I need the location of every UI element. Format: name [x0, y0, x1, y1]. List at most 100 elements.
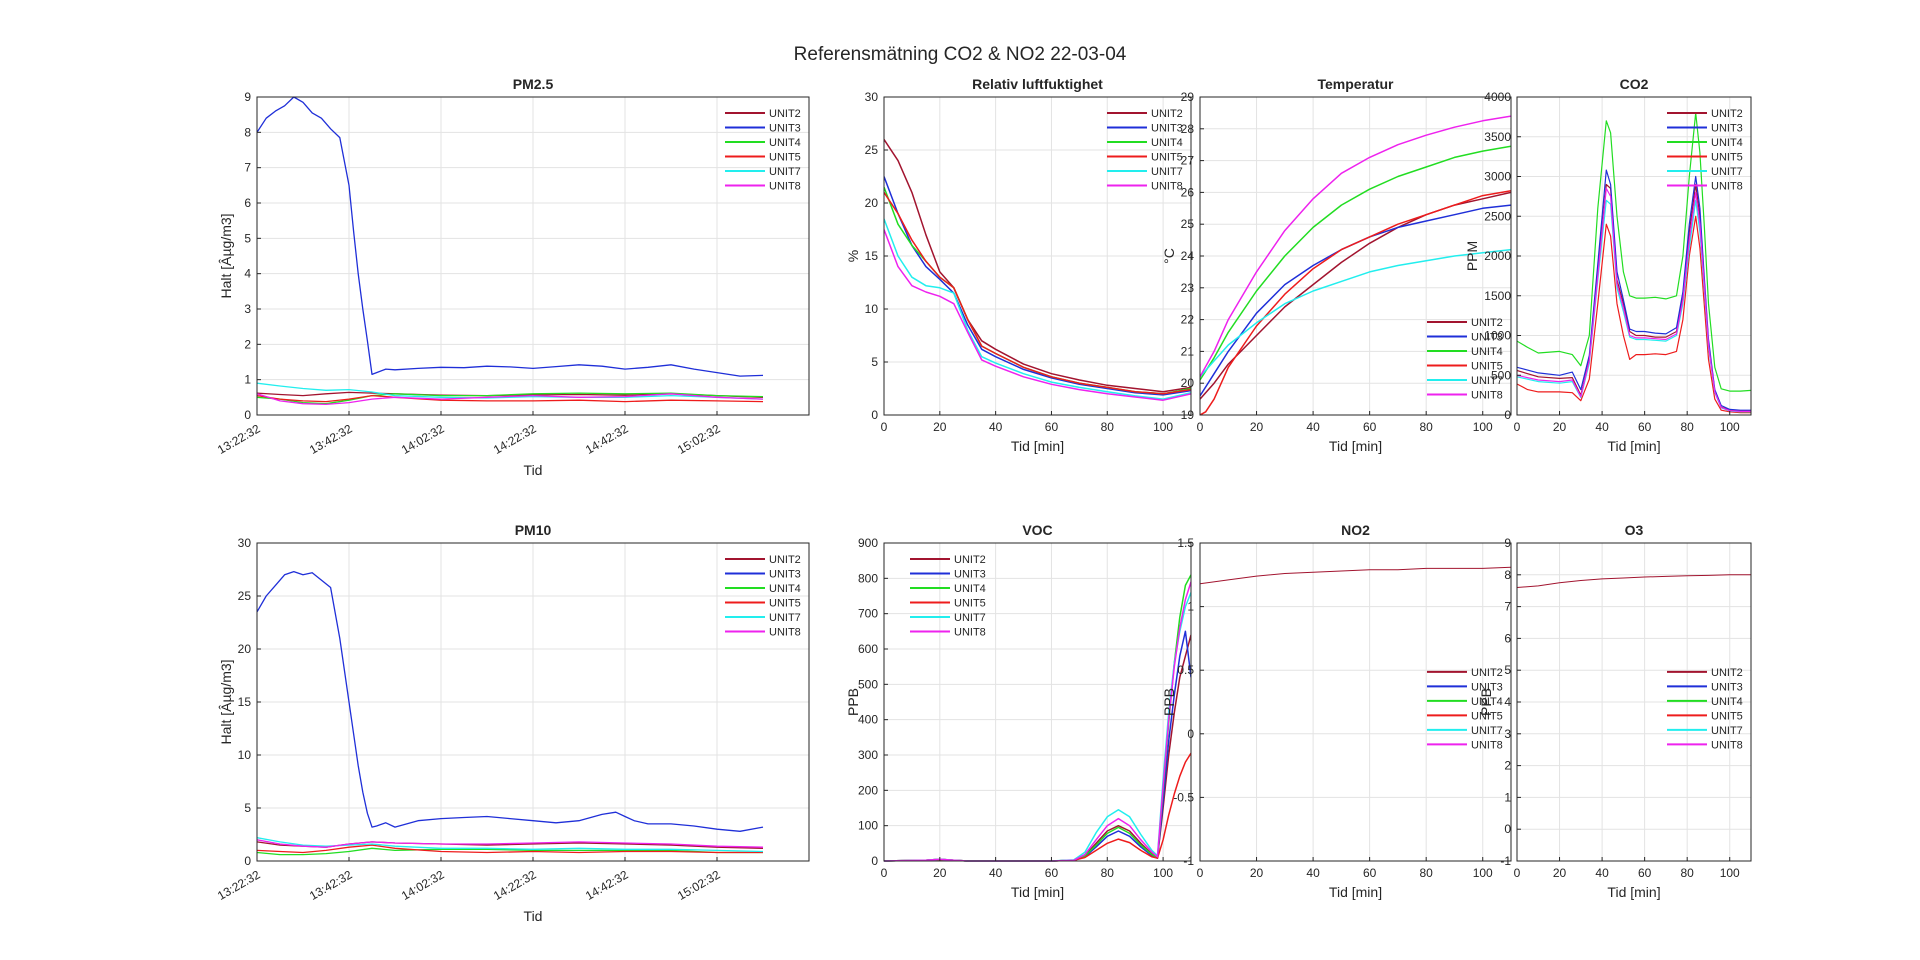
y-tick-label: 9 [244, 90, 251, 104]
legend-label-unit8: UNIT8 [769, 627, 801, 639]
y-tick-label: -1 [1183, 854, 1194, 868]
x-tick-label: 80 [1101, 866, 1115, 880]
series-line-unit3 [257, 570, 764, 832]
legend: UNIT2 UNIT3 UNIT4 UNIT5 UNIT7 UNIT8 [910, 554, 986, 639]
y-tick-label: 2 [1504, 759, 1511, 773]
y-tick-label: 4000 [1484, 90, 1511, 104]
legend-label-unit7: UNIT7 [1151, 166, 1183, 178]
series-group [1200, 115, 1511, 416]
x-tick-label: 40 [1595, 420, 1609, 434]
y-tick-label: 4 [244, 267, 251, 281]
y-tick-label: 22 [1181, 313, 1195, 327]
y-tick-label: 800 [858, 571, 878, 585]
y-tick-label: 0 [871, 408, 878, 422]
axes-title: Temperatur [1318, 76, 1395, 92]
series-line-unit4 [257, 392, 764, 405]
legend-label-unit8: UNIT8 [1471, 390, 1503, 402]
axes-frame [1199, 542, 1512, 862]
x-tick-label: 20 [1250, 866, 1264, 880]
legend-label-unit4: UNIT4 [1711, 696, 1743, 708]
y-axis-label: Halt [Âµg/m3] [218, 213, 234, 298]
legend-label-unit8: UNIT8 [1711, 181, 1743, 193]
y-tick-label: 30 [238, 536, 252, 550]
x-tick-label: 0 [881, 866, 888, 880]
y-axis-label: PPB [1161, 688, 1177, 716]
legend-label-unit3: UNIT3 [1151, 123, 1183, 135]
x-tick-label: 14:02:32 [399, 867, 447, 903]
series-line-unit7 [257, 837, 764, 853]
x-tick-label: 14:02:32 [399, 421, 447, 457]
y-tick-label: 0.5 [1177, 663, 1194, 677]
legend-label-unit2: UNIT2 [1471, 667, 1503, 679]
y-tick-label: 400 [858, 713, 878, 727]
x-tick-label: 40 [989, 866, 1003, 880]
x-tick-label: 0 [1514, 420, 1521, 434]
y-tick-label: 0 [871, 854, 878, 868]
legend-label-unit8: UNIT8 [1711, 739, 1743, 751]
legend-label-unit2: UNIT2 [954, 554, 986, 566]
y-tick-label: 1 [1187, 600, 1194, 614]
legend-label-unit7: UNIT7 [769, 612, 801, 624]
series-line-unit7 [884, 218, 1191, 400]
y-tick-label: 23 [1181, 281, 1195, 295]
axes-rh: 0 20 40 60 80 100 0 5 10 15 20 25 30 Relativ luftfukt… [845, 76, 1192, 454]
y-tick-label: 5 [244, 801, 251, 815]
y-tick-label: 0 [1504, 408, 1511, 422]
x-tick-label: 100 [1153, 866, 1173, 880]
y-tick-label: 900 [858, 536, 878, 550]
legend-label-unit5: UNIT5 [1711, 152, 1743, 164]
x-tick-label: 15:02:32 [675, 421, 723, 457]
y-tick-label: 1500 [1484, 289, 1511, 303]
y-tick-label: 0 [1504, 822, 1511, 836]
y-tick-label: 5 [871, 355, 878, 369]
axes-layer: 13:22:32 13:42:32 14:02:32 14:22:32 14:42:32… [215, 76, 1752, 924]
axes-title: PM2.5 [513, 76, 554, 92]
y-tick-label: -0.5 [1173, 790, 1194, 804]
y-tick-label: 7 [1504, 600, 1511, 614]
y-tick-label: 27 [1181, 154, 1195, 168]
y-tick-label: 100 [858, 819, 878, 833]
x-tick-label: 80 [1101, 420, 1115, 434]
legend-label-unit5: UNIT5 [1471, 710, 1503, 722]
series-line-unit7 [257, 382, 764, 400]
legend-label-unit8: UNIT8 [954, 627, 986, 639]
x-tick-label: 20 [933, 420, 947, 434]
plot-area [884, 543, 1191, 861]
x-tick-label: 60 [1363, 866, 1377, 880]
axes-frame [883, 542, 1192, 862]
x-tick-label: 0 [881, 420, 888, 434]
series-group [884, 138, 1191, 401]
series-line-unit4 [1200, 145, 1511, 381]
x-axis-label: Tid [min] [1011, 884, 1064, 900]
x-tick-label: 80 [1681, 420, 1695, 434]
legend-label-unit7: UNIT7 [769, 166, 801, 178]
y-tick-label: 15 [238, 695, 252, 709]
x-tick-label: 40 [1306, 420, 1320, 434]
x-tick-label: 14:42:32 [583, 421, 631, 457]
x-axis-label: Tid [min] [1011, 438, 1064, 454]
y-tick-label: 10 [865, 302, 879, 316]
x-tick-label: 20 [1553, 420, 1567, 434]
legend-label-unit2: UNIT2 [769, 108, 801, 120]
axes-title: Relativ luftfuktighet [972, 76, 1103, 92]
x-tick-label: 20 [933, 866, 947, 880]
series-line-unit2 [1200, 566, 1511, 585]
y-axis-label: PPB [1478, 688, 1494, 716]
legend-label-unit8: UNIT8 [1471, 739, 1503, 751]
x-tick-label: 60 [1638, 420, 1652, 434]
legend-label-unit7: UNIT7 [1711, 725, 1743, 737]
x-tick-label: 100 [1473, 420, 1493, 434]
y-tick-label: 6 [244, 196, 251, 210]
legend-label-unit3: UNIT3 [1711, 123, 1743, 135]
legend: UNIT2 UNIT3 UNIT4 UNIT5 UNIT7 UNIT8 [1427, 667, 1503, 751]
x-tick-label: 40 [1306, 866, 1320, 880]
y-tick-label: 6 [1504, 631, 1511, 645]
y-tick-label: 1000 [1484, 329, 1511, 343]
x-tick-label: 0 [1514, 866, 1521, 880]
series-group [1517, 112, 1751, 414]
y-tick-label: 5 [244, 231, 251, 245]
series-line-unit5 [884, 191, 1191, 395]
legend-label-unit5: UNIT5 [1151, 152, 1183, 164]
axes-title: O3 [1625, 522, 1644, 538]
